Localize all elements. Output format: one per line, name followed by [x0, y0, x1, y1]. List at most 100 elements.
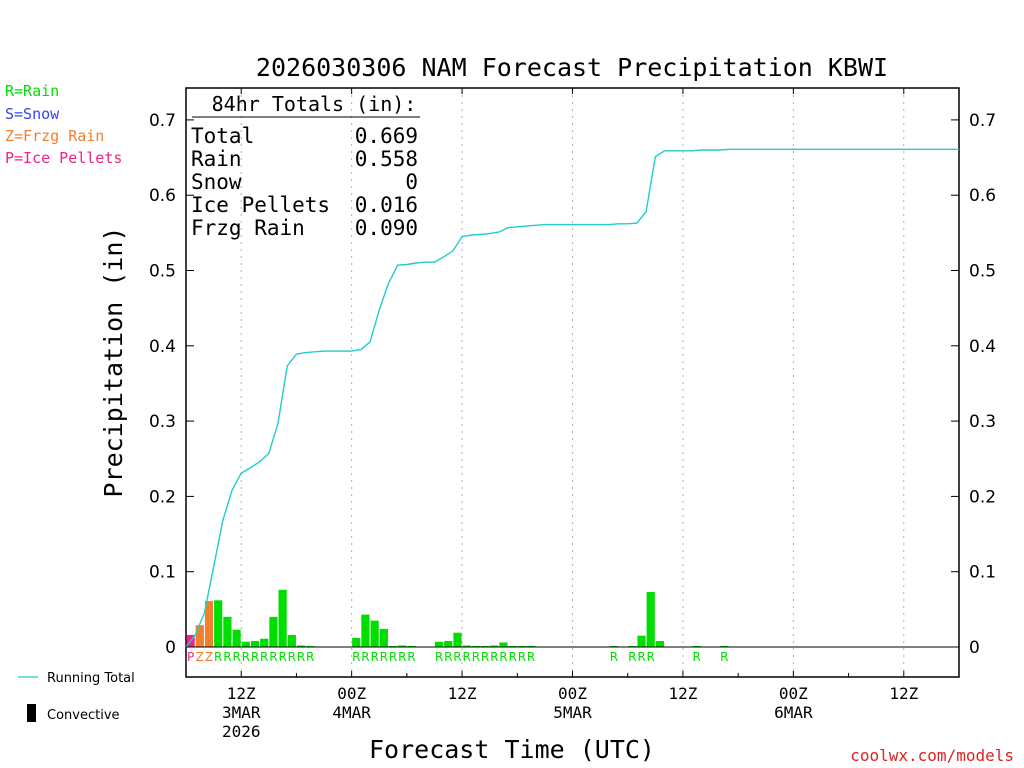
precip-type-letter: R	[269, 650, 277, 664]
x-tick-label: 00Z	[558, 684, 587, 703]
precip-bar	[352, 637, 361, 647]
y-axis-title: Precipitation (in)	[99, 227, 128, 498]
y-tick-label: 0.6	[149, 186, 176, 206]
y-tick-label-right: 0.4	[969, 337, 996, 357]
y-tick-label: 0.4	[149, 337, 176, 357]
totals-value-ice-pellets: 0.016	[355, 193, 418, 217]
precip-type-letter: R	[306, 650, 314, 664]
running-total-line	[185, 148, 959, 648]
precip-type-letter: R	[472, 650, 480, 664]
legend-snow: S=Snow	[5, 105, 60, 123]
precip-bar	[260, 638, 269, 647]
totals-label-rain: Rain	[191, 147, 242, 171]
precip-bar	[453, 632, 462, 647]
precip-bar	[241, 641, 250, 647]
precip-bar	[269, 616, 278, 647]
precip-type-letter: R	[380, 650, 388, 664]
precip-bar	[195, 625, 204, 647]
precip-bar	[296, 645, 306, 647]
totals-label-total: Total	[191, 124, 254, 148]
totals-value-total: 0.669	[355, 124, 418, 148]
y-axis-left: 0 0.1 0.2 0.3 0.4 0.5 0.6 0.7	[149, 111, 194, 658]
precip-type-letter: R	[490, 650, 498, 664]
x-tick-label: 12Z	[227, 684, 256, 703]
precip-type-letter: R	[361, 650, 369, 664]
x-tick-label: 5MAR	[553, 703, 592, 722]
x-tick-label: 00Z	[337, 684, 366, 703]
precip-bar	[361, 614, 370, 647]
precip-type-letter: R	[297, 650, 305, 664]
running-total-legend-label: Running Total	[47, 671, 135, 686]
precip-type-letter: R	[435, 650, 443, 664]
precip-type-letter: R	[223, 650, 231, 664]
precip-bar	[287, 634, 296, 647]
legend-frzg-rain: Z=Frzg Rain	[5, 127, 104, 145]
precip-type-letter: R	[260, 650, 268, 664]
precip-bar	[444, 640, 453, 647]
y-tick-label-right: 0.2	[969, 487, 996, 507]
precip-bar	[379, 628, 388, 647]
x-tick-label: 12Z	[889, 684, 918, 703]
totals-value-snow: 0	[405, 170, 418, 194]
y-tick-label-right: 0.5	[969, 262, 996, 282]
precip-type-letter: R	[637, 650, 645, 664]
precip-type-letter: R	[527, 650, 535, 664]
y-tick-label: 0.3	[149, 412, 176, 432]
precip-type-letter: Z	[205, 650, 213, 664]
precip-bar	[370, 620, 379, 647]
y-tick-label: 0.5	[149, 262, 176, 282]
precip-type-letter: R	[463, 650, 471, 664]
totals-label-snow: Snow	[191, 170, 242, 194]
series-legend: Running Total Convective	[18, 671, 135, 723]
precip-type-letter: R	[628, 650, 636, 664]
x-tick-label: 12Z	[668, 684, 697, 703]
x-tick-label: 6MAR	[774, 703, 813, 722]
convective-legend-swatch	[27, 704, 36, 722]
type-legend: R=Rain S=Snow Z=Frzg Rain P=Ice Pellets	[5, 82, 122, 167]
precip-type-letter: R	[610, 650, 618, 664]
precip-bar	[490, 645, 499, 647]
precip-type-letter: R	[499, 650, 507, 664]
precip-bar	[214, 600, 223, 647]
precip-type-letter: R	[251, 650, 259, 664]
y-tick-label-right: 0.1	[969, 563, 996, 583]
precip-bar	[204, 601, 214, 647]
precip-type-letter: R	[232, 650, 240, 664]
precip-bar	[637, 635, 646, 647]
precip-bar	[646, 592, 655, 647]
precip-type-letter: R	[444, 650, 452, 664]
precip-type-letter: R	[693, 650, 701, 664]
precip-type-letter: R	[370, 650, 378, 664]
precip-bars	[186, 589, 729, 647]
y-tick-label: 0.7	[149, 111, 176, 131]
x-tick-label: 2026	[222, 722, 261, 741]
precip-type-letter: R	[352, 650, 360, 664]
credit-text: coolwx.com/models	[850, 746, 1014, 765]
totals-value-rain: 0.558	[355, 147, 418, 171]
precip-type-letter: R	[481, 650, 489, 664]
legend-ice-pellets: P=Ice Pellets	[5, 149, 122, 167]
totals-header: 84hr Totals (in):	[212, 92, 417, 116]
totals-label-ice-pellets: Ice Pellets	[191, 193, 330, 217]
precip-bar	[398, 645, 407, 647]
legend-rain: R=Rain	[5, 82, 59, 100]
precip-type-letter: R	[278, 650, 286, 664]
precip-bar	[278, 589, 287, 647]
precip-bar	[250, 640, 260, 647]
precip-type-letter: R	[398, 650, 406, 664]
precip-type-letter: P	[187, 650, 194, 664]
y-tick-label-right: 0.3	[969, 412, 996, 432]
precip-type-letter: R	[518, 650, 526, 664]
precip-type-letter: R	[720, 650, 728, 664]
precip-type-letter: R	[389, 650, 397, 664]
precip-type-letter: R	[242, 650, 250, 664]
precip-type-letter: R	[214, 650, 222, 664]
totals-label-frzg-rain: Frzg Rain	[191, 216, 305, 240]
y-tick-label-right: 0	[969, 638, 980, 658]
precip-bar	[434, 641, 444, 647]
precip-type-letter: R	[288, 650, 296, 664]
precip-bar	[655, 640, 665, 647]
